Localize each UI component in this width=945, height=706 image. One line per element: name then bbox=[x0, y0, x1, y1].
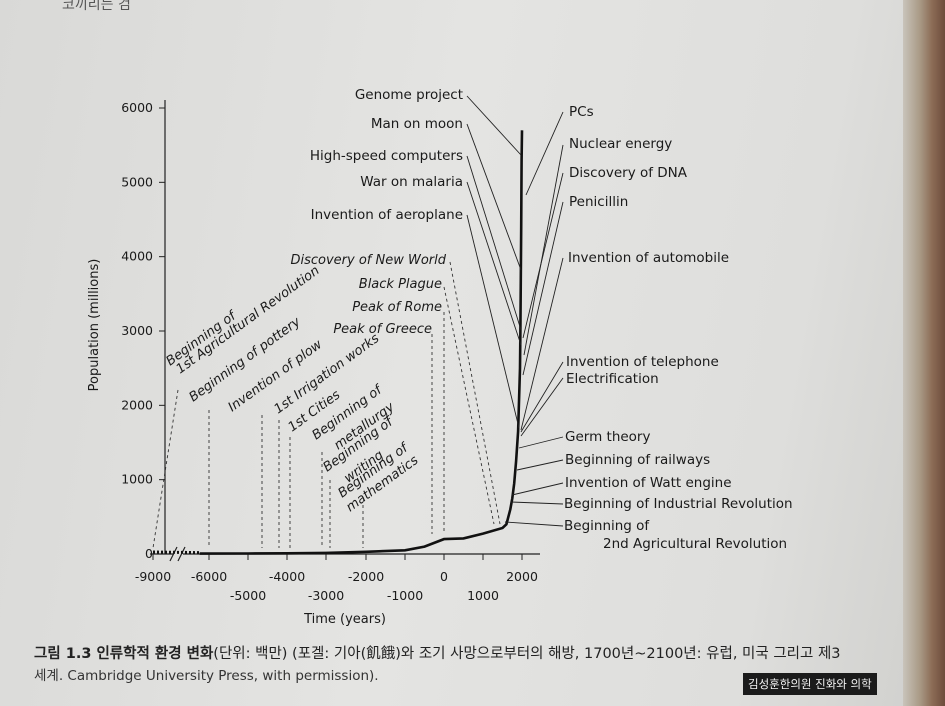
annotation-pointers bbox=[152, 95, 564, 549]
figure-caption-continued: 세계. Cambridge University Press, with per… bbox=[34, 668, 379, 684]
x-tick-label: 0 bbox=[440, 569, 448, 584]
event-label: Peak of Rome bbox=[352, 300, 442, 315]
x-tick-label: 1000 bbox=[467, 588, 499, 603]
event-label: High-speed computers bbox=[310, 148, 463, 164]
population-curve bbox=[199, 130, 524, 555]
y-tick-label: 1000 bbox=[121, 472, 153, 487]
x-tick-label: -5000 bbox=[230, 588, 266, 603]
y-tick-label: 6000 bbox=[121, 100, 153, 115]
event-label: Invention of telephone bbox=[566, 354, 719, 370]
event-label: Germ theory bbox=[565, 429, 650, 445]
event-label: War on malaria bbox=[360, 174, 463, 190]
event-label: Invention of aeroplane bbox=[311, 207, 463, 223]
x-tick-label: -3000 bbox=[308, 588, 344, 603]
event-label: Invention of Watt engine bbox=[565, 475, 732, 491]
event-label: Beginning of railways bbox=[565, 452, 710, 468]
x-tick-label: 2000 bbox=[506, 569, 538, 584]
y-axis: 0 1000 2000 3000 4000 5000 6000 Population (mi… bbox=[87, 100, 166, 561]
x-tick-label: -6000 bbox=[191, 569, 227, 584]
event-label: Penicillin bbox=[569, 194, 628, 210]
y-tick-label: 0 bbox=[145, 546, 153, 561]
event-label: Peak of Greece bbox=[333, 322, 432, 337]
axis-break-mark bbox=[177, 546, 186, 562]
y-tick-label: 4000 bbox=[121, 249, 153, 264]
y-tick-label: 2000 bbox=[121, 397, 153, 412]
y-tick-label: 5000 bbox=[121, 174, 153, 189]
cut-off-heading: 코끼리는 검 bbox=[62, 0, 131, 13]
event-label: Beginning of bbox=[564, 518, 650, 534]
y-axis-label: Population (millions) bbox=[87, 259, 102, 392]
population-curve-prehistoric bbox=[152, 550, 200, 555]
event-label: 2nd Agricultural Revolution bbox=[603, 536, 787, 552]
figure-caption: 그림 1.3 인류학적 환경 변화(단위: 백만) (포겔: 기아(飢餓)와 조… bbox=[34, 642, 841, 663]
population-chart: 0 1000 2000 3000 4000 5000 6000 Population (mi… bbox=[87, 87, 793, 627]
x-axis: -9000 -6000 -4000 -2000 0 2000 -5000 -3000 -1000… bbox=[135, 546, 540, 627]
event-label: Black Plague bbox=[359, 277, 442, 292]
event-label: PCs bbox=[569, 104, 594, 120]
x-tick-label: -9000 bbox=[135, 569, 171, 584]
historic-event-labels: Discovery of New World Black Plague Peak… bbox=[290, 253, 446, 337]
event-label: Nuclear energy bbox=[569, 136, 672, 152]
event-label: Beginning of Industrial Revolution bbox=[564, 496, 793, 512]
x-tick-label: -1000 bbox=[387, 588, 423, 603]
event-label: Discovery of New World bbox=[290, 253, 446, 268]
modern-event-labels-left: Genome project Man on moon High-speed co… bbox=[310, 87, 463, 223]
modern-event-labels-right: PCs Nuclear energy Discovery of DNA Peni… bbox=[564, 104, 793, 552]
x-tick-label: -2000 bbox=[348, 569, 384, 584]
event-label: Man on moon bbox=[371, 116, 463, 132]
axis-break-mark bbox=[169, 546, 178, 562]
y-tick-label: 3000 bbox=[121, 323, 153, 338]
event-label: Genome project bbox=[355, 87, 463, 103]
background-object bbox=[903, 0, 945, 706]
x-tick-label: -4000 bbox=[269, 569, 305, 584]
watermark: 김성훈한의원 진화와 의학 bbox=[743, 673, 877, 695]
x-axis-label: Time (years) bbox=[303, 612, 386, 627]
event-label: Electrification bbox=[566, 371, 659, 387]
caption-text: (단위: 백만) (포겔: 기아(飢餓)와 조기 사망으로부터의 해방, 170… bbox=[213, 646, 841, 662]
event-label: Discovery of DNA bbox=[569, 165, 688, 181]
event-label: Invention of automobile bbox=[568, 250, 729, 266]
caption-title: 그림 1.3 인류학적 환경 변화 bbox=[34, 646, 214, 662]
